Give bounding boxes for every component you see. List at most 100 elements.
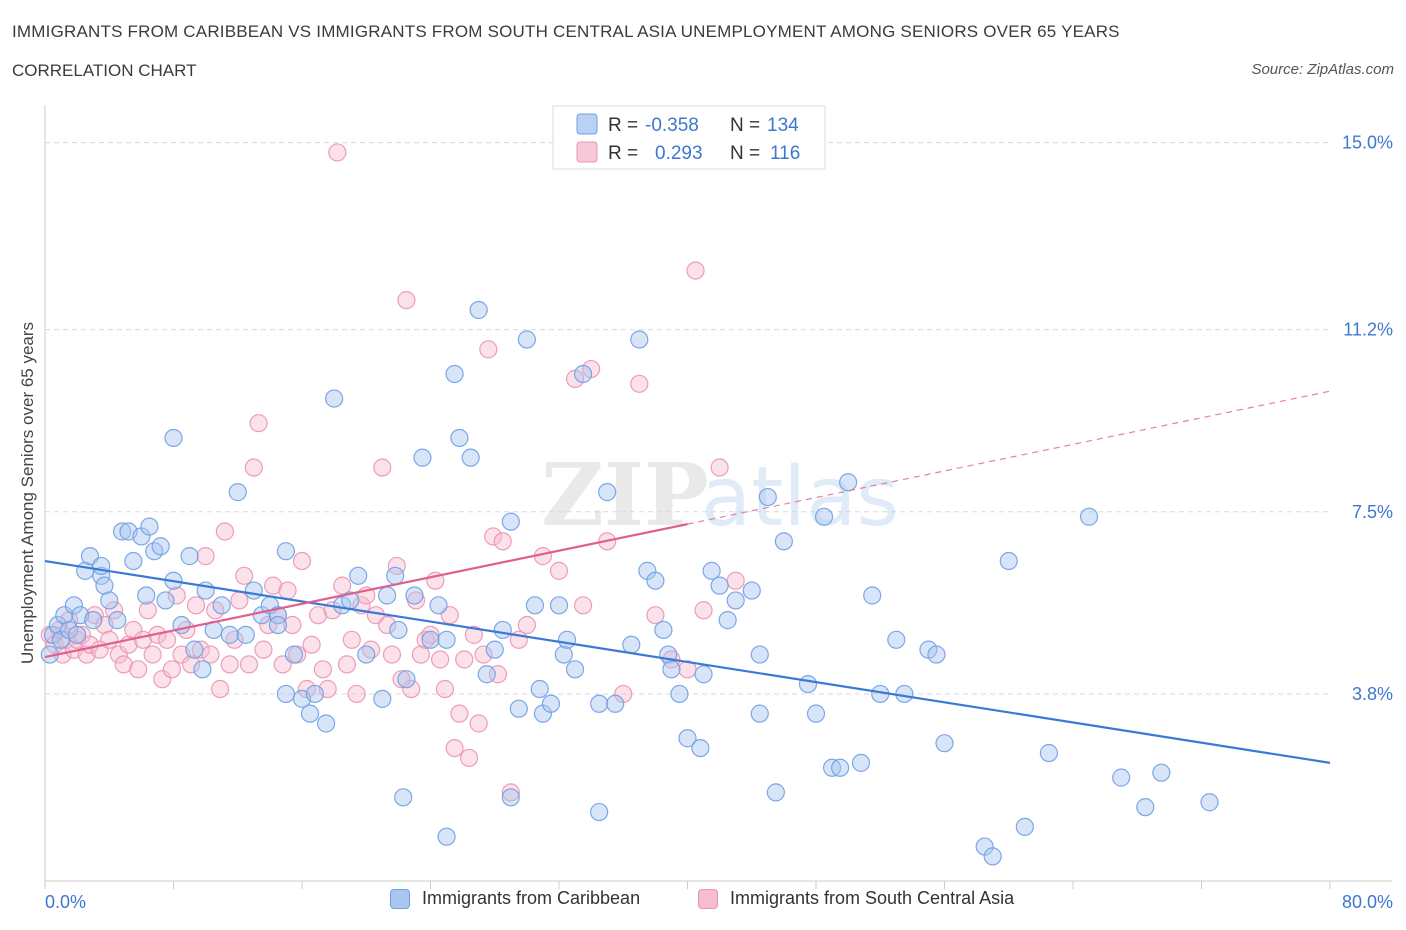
south-central-asia-point: [445, 738, 464, 758]
series-caribbean-points: [40, 300, 1219, 866]
south-central-asia-point: [373, 458, 392, 477]
legend-top-pink-swatch: [576, 141, 598, 163]
legend-item-caribbean: Immigrants from Caribbean: [390, 888, 640, 909]
caribbean-point: [193, 660, 212, 679]
south-central-asia-point: [109, 645, 128, 664]
south-central-asia-point: [220, 655, 239, 674]
caribbean-point: [477, 665, 496, 684]
caribbean-point: [839, 473, 858, 492]
caribbean-point: [1200, 793, 1219, 812]
south-central-asia-point: [182, 655, 201, 674]
caribbean-point: [1079, 507, 1099, 526]
caribbean-point: [316, 714, 336, 733]
caribbean-point: [378, 586, 397, 605]
legend-item-south-central-asia: Immigrants from South Central Asia: [698, 888, 1014, 909]
y-tick-label: 15.0%: [1342, 133, 1393, 153]
caribbean-point: [437, 630, 456, 649]
caribbean-point: [887, 630, 906, 649]
south-central-asia-point: [549, 561, 569, 580]
caribbean-point: [814, 507, 834, 526]
south-central-asia-point: [278, 581, 297, 600]
caribbean-point: [863, 586, 882, 605]
chart-title: IMMIGRANTS FROM CARIBBEAN VS IMMIGRANTS …: [12, 22, 1120, 41]
caribbean-point: [84, 611, 103, 630]
caribbean-point: [244, 581, 263, 600]
caribbean-point: [606, 694, 625, 713]
legend-label-caribbean: Immigrants from Caribbean: [422, 888, 641, 908]
caribbean-point: [573, 364, 593, 384]
south-central-asia-point: [244, 458, 263, 477]
south-central-asia-point: [501, 783, 520, 802]
south-central-asia-point: [186, 596, 206, 615]
caribbean-point: [590, 802, 609, 822]
caribbean-point: [1152, 763, 1171, 782]
south-central-asia-point: [308, 606, 328, 625]
caribbean-point: [276, 684, 296, 704]
legend-top-box: [552, 105, 826, 170]
south-central-asia-point: [191, 640, 210, 659]
south-central-asia-point: [474, 645, 493, 664]
south-central-asia-point: [455, 650, 474, 669]
caribbean-point: [156, 591, 175, 610]
south-central-asia-point: [283, 615, 302, 635]
caribbean-point: [983, 847, 1002, 866]
south-central-asia-point: [484, 527, 503, 546]
caribbean-point: [774, 532, 793, 551]
south-central-asia-point: [411, 645, 430, 664]
south-central-asia-point: [450, 704, 469, 723]
south-central-asia-point: [630, 374, 649, 393]
caribbean-point: [509, 699, 528, 718]
legend-top-pink-n-value: 116: [770, 143, 800, 164]
caribbean-point: [654, 620, 673, 640]
south-central-asia-point: [726, 571, 745, 590]
caribbean-point: [429, 596, 448, 615]
caribbean-point: [598, 483, 617, 502]
caribbean-point: [1136, 798, 1155, 817]
caribbean-point: [694, 665, 713, 684]
axes: [44, 105, 1392, 889]
caribbean-point: [750, 645, 769, 664]
caribbean-point: [212, 596, 231, 615]
south-central-asia-point: [573, 596, 593, 615]
caribbean-point: [895, 684, 914, 704]
caribbean-point: [180, 547, 199, 566]
caribbean-point: [450, 428, 469, 448]
caribbean-point: [501, 788, 520, 807]
caribbean-point: [64, 596, 84, 615]
caribbean-point: [646, 571, 665, 590]
caribbean-point: [517, 330, 536, 349]
caribbean-point: [305, 684, 324, 704]
south-central-asia-point: [392, 670, 411, 689]
south-central-asia-point: [479, 340, 498, 359]
south-central-asia-point: [469, 714, 488, 733]
caribbean-point: [549, 596, 569, 615]
south-central-asia-point: [259, 615, 278, 635]
caribbean-point: [999, 551, 1018, 571]
y-tick-label: 3.8%: [1352, 684, 1393, 704]
y-axis-label: Unemployment Among Seniors over 65 years: [18, 322, 37, 664]
watermark: ZIP atlas: [541, 445, 899, 546]
watermark-atlas: atlas: [701, 450, 899, 545]
legend-top-blue-r-value: -0.358: [645, 115, 699, 136]
caribbean-point: [151, 537, 170, 556]
series-south-central-asia-points: [40, 143, 745, 802]
caribbean-point: [469, 300, 488, 320]
south-central-asia-point: [153, 670, 172, 689]
caribbean-point: [927, 645, 946, 664]
caribbean-point: [124, 551, 143, 571]
south-central-asia-point: [342, 630, 361, 649]
caribbean-point: [55, 606, 74, 625]
caribbean-point: [718, 611, 737, 630]
south-central-asia-point: [230, 591, 249, 610]
caribbean-point: [112, 522, 132, 541]
caribbean-point: [276, 542, 296, 561]
south-central-asia-point: [347, 684, 366, 704]
legend-swatch-south-central-asia: [698, 888, 718, 909]
caribbean-point: [662, 660, 681, 679]
caribbean-point: [397, 670, 416, 689]
south-central-asia-point: [333, 576, 352, 595]
y-tick-label: 11.2%: [1343, 320, 1393, 340]
legend-top-pink-r-label: R =: [608, 143, 638, 164]
caribbean-point: [798, 674, 818, 694]
